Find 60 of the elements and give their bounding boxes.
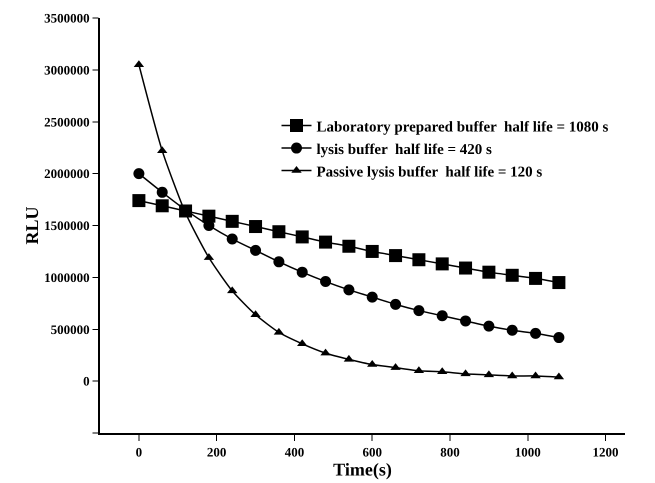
y-tick-label: 1000000 [44, 270, 90, 285]
y-tick-label: 0 [83, 374, 90, 389]
point [133, 168, 144, 180]
point [319, 236, 332, 249]
point [482, 266, 496, 279]
y-tick-label: 3000000 [44, 62, 90, 78]
point [297, 339, 308, 346]
point [366, 292, 378, 303]
x-tick-label: 400 [284, 444, 304, 460]
point [483, 320, 494, 332]
point [226, 214, 239, 228]
point [437, 367, 448, 374]
y-tick-label: 1500000 [44, 218, 90, 234]
legend-label: Laboratory prepared buffer half life = 1080 s [316, 119, 609, 136]
point [273, 256, 284, 268]
point [296, 266, 308, 278]
point [506, 324, 518, 336]
point [272, 225, 286, 238]
point [390, 298, 402, 310]
point [132, 194, 146, 208]
point [436, 257, 449, 270]
y-tick-label: 2500000 [44, 114, 90, 130]
y-tick-label: 500000 [50, 322, 90, 337]
point [530, 328, 542, 339]
y-axis-title: RLU [22, 206, 42, 245]
x-tick-label: 800 [440, 444, 460, 460]
point [202, 210, 216, 223]
x-tick-label: 1000 [514, 444, 541, 460]
x-tick-label: 0 [136, 444, 142, 460]
point [553, 332, 564, 344]
point [436, 310, 448, 322]
point [413, 305, 424, 316]
point [156, 186, 168, 198]
point [459, 262, 472, 275]
point [320, 276, 332, 288]
y-tick-label: 3500000 [44, 10, 90, 26]
point [226, 233, 238, 244]
y-tick-label: 2000000 [44, 166, 90, 182]
point [412, 253, 426, 266]
x-tick-label: 200 [206, 444, 226, 460]
point [366, 244, 379, 258]
point [389, 249, 402, 262]
x-tick-label: 600 [362, 444, 382, 460]
legend-label: lysis buffer half life = 420 s [316, 142, 492, 158]
point [529, 272, 542, 285]
x-axis-title: Time(s) [333, 459, 392, 480]
point [506, 268, 519, 282]
point [249, 220, 262, 234]
point [156, 199, 169, 212]
x-tick-label: 1200 [592, 444, 619, 460]
legend-label: Passive lysis buffer half life = 120 s [316, 164, 542, 180]
point [296, 230, 309, 244]
point [552, 276, 566, 290]
point [179, 204, 192, 218]
point [343, 284, 354, 296]
point [507, 371, 518, 378]
point [250, 244, 262, 256]
point [460, 315, 472, 326]
point [227, 286, 238, 294]
point [342, 240, 356, 253]
